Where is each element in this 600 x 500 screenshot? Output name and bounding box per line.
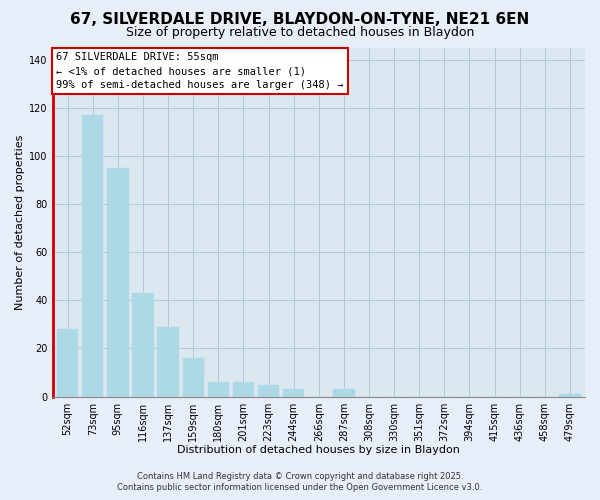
Text: 67, SILVERDALE DRIVE, BLAYDON-ON-TYNE, NE21 6EN: 67, SILVERDALE DRIVE, BLAYDON-ON-TYNE, N…: [70, 12, 530, 28]
Bar: [107, 168, 128, 396]
Bar: [82, 115, 103, 396]
Bar: [559, 394, 581, 396]
Bar: [258, 384, 279, 396]
Bar: [157, 327, 179, 396]
Bar: [182, 358, 204, 397]
Text: 67 SILVERDALE DRIVE: 55sqm
← <1% of detached houses are smaller (1)
99% of semi-: 67 SILVERDALE DRIVE: 55sqm ← <1% of deta…: [56, 52, 344, 90]
Bar: [283, 390, 304, 396]
Bar: [57, 329, 78, 396]
Text: Contains HM Land Registry data © Crown copyright and database right 2025.
Contai: Contains HM Land Registry data © Crown c…: [118, 472, 482, 492]
Bar: [233, 382, 254, 396]
Y-axis label: Number of detached properties: Number of detached properties: [15, 134, 25, 310]
Bar: [132, 293, 154, 397]
Bar: [333, 390, 355, 396]
X-axis label: Distribution of detached houses by size in Blaydon: Distribution of detached houses by size …: [178, 445, 460, 455]
Text: Size of property relative to detached houses in Blaydon: Size of property relative to detached ho…: [126, 26, 474, 39]
Bar: [208, 382, 229, 396]
